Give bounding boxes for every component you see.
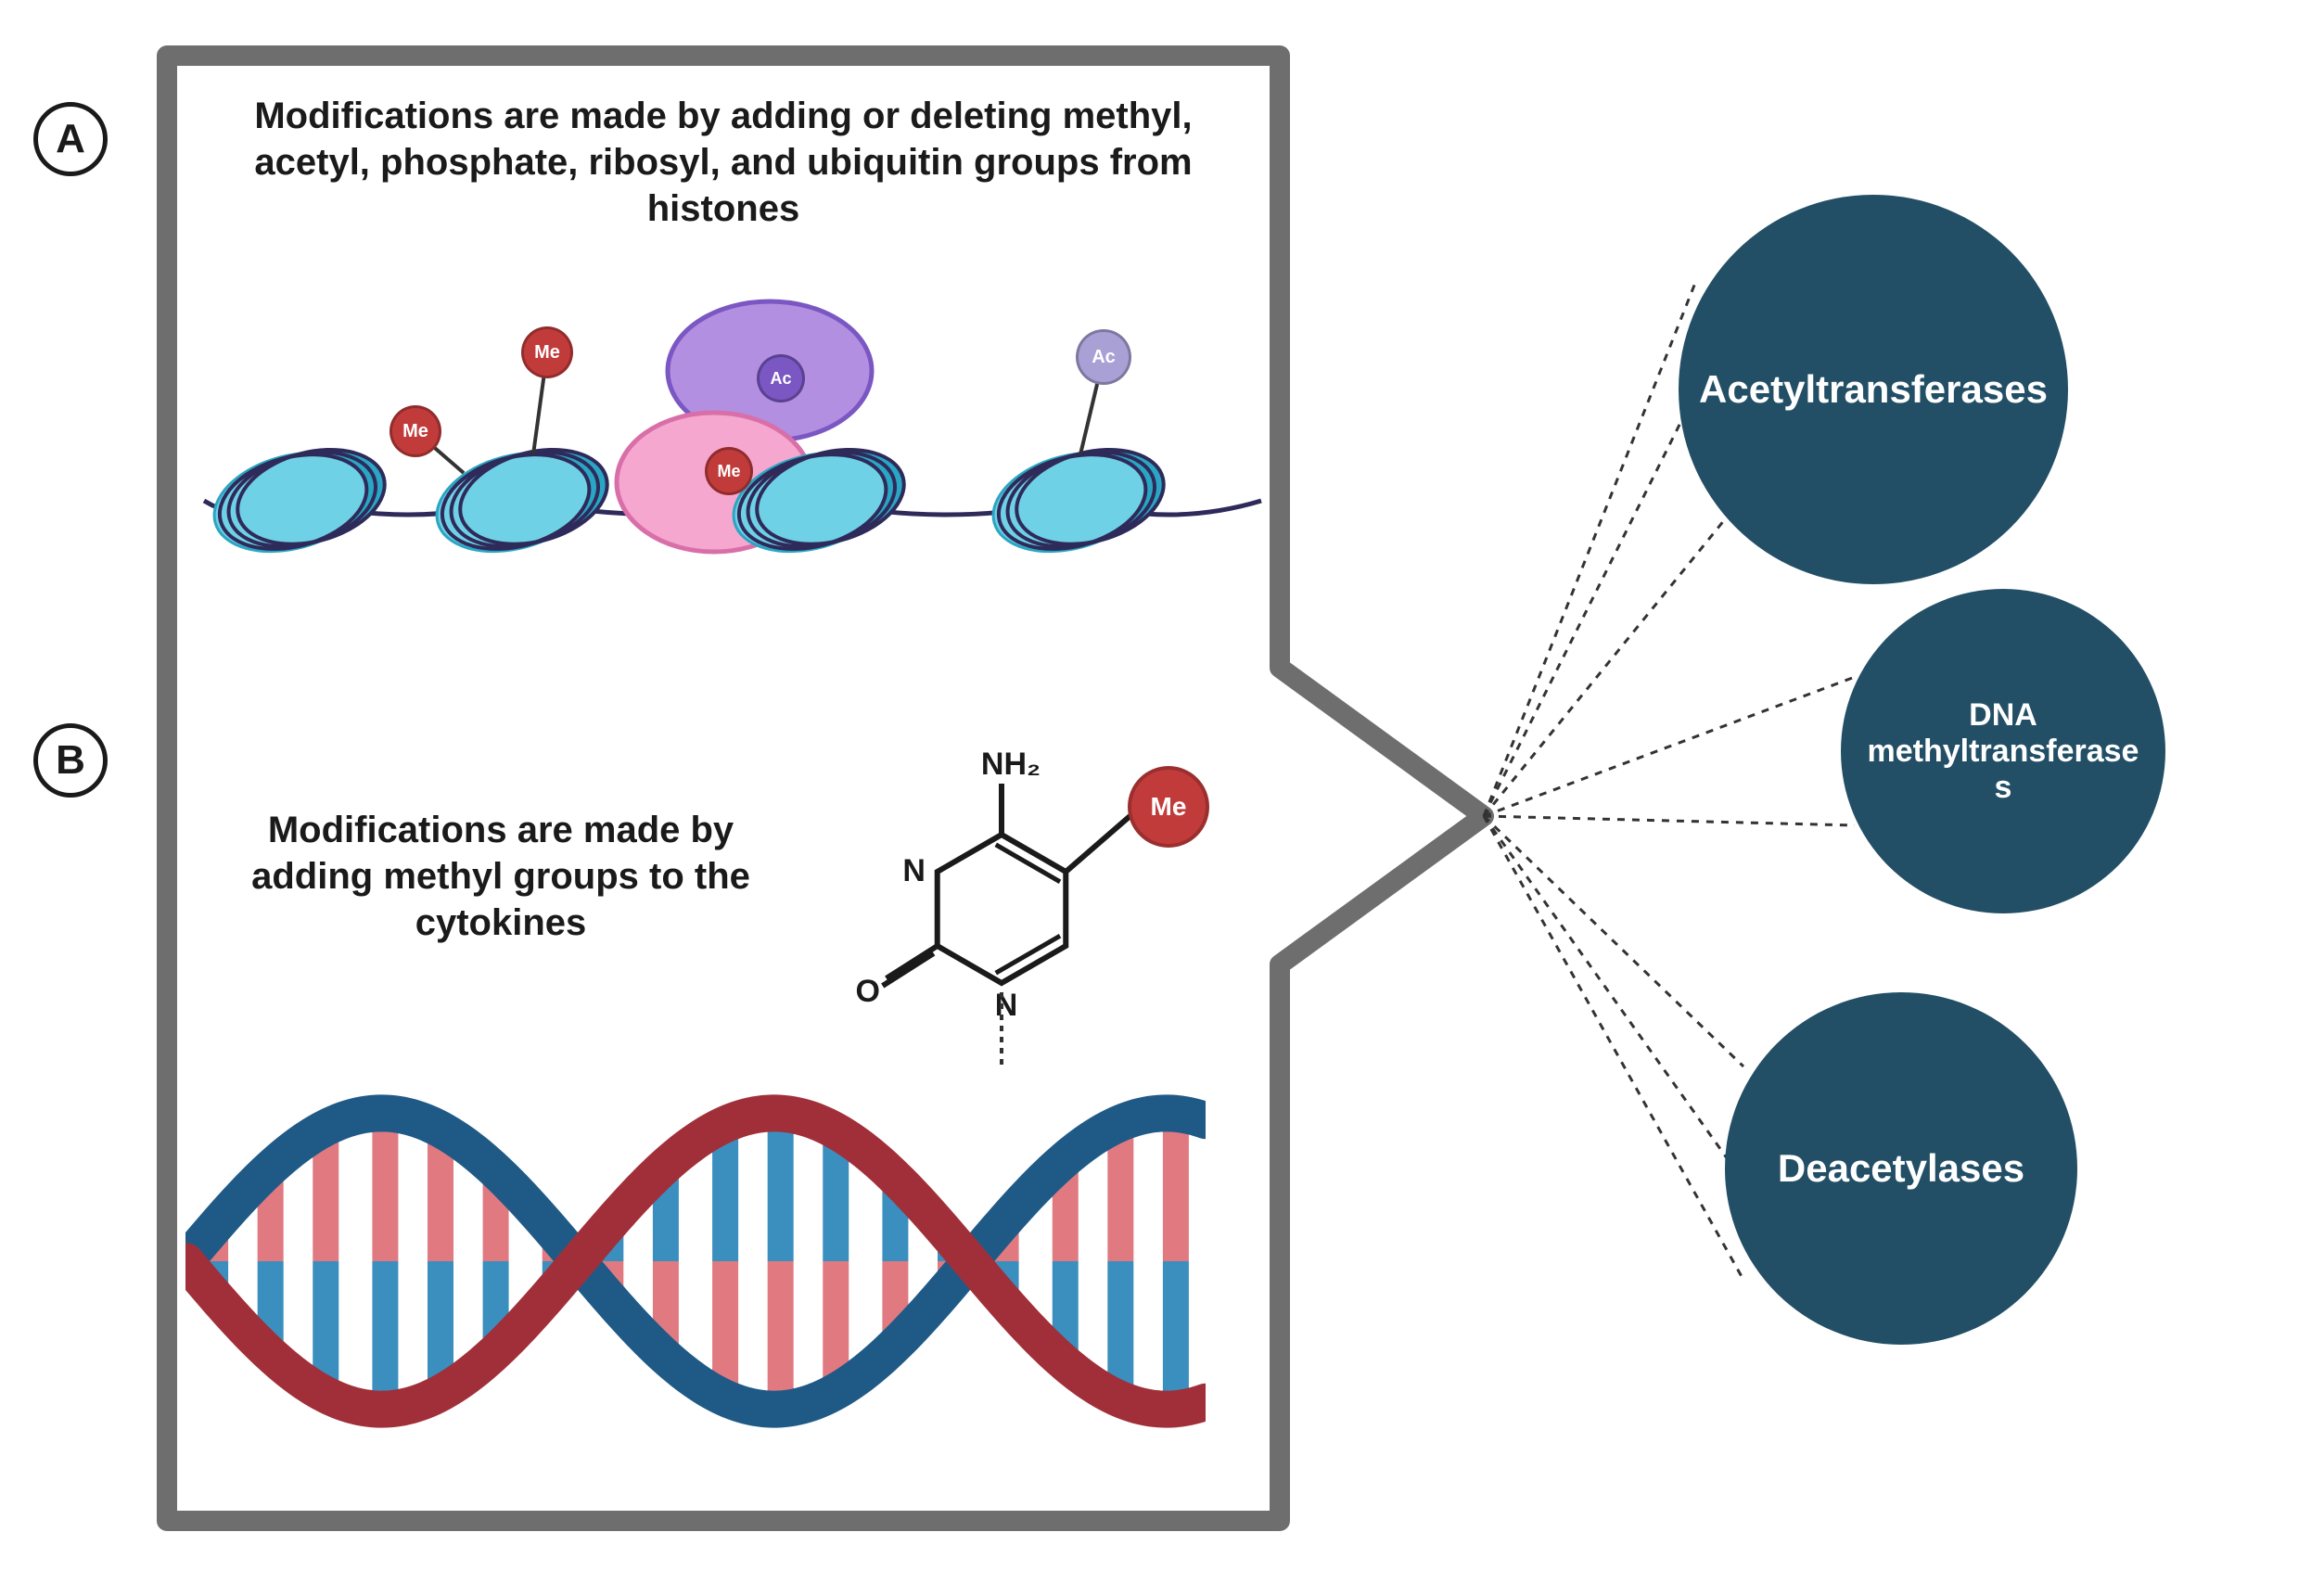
modification-tag: Me: [521, 326, 573, 378]
modification-tag: Me: [389, 405, 441, 457]
enzyme-circle: DNA methyltransferases: [1841, 589, 2165, 913]
modification-tag: Me: [705, 447, 753, 495]
panel-label-b: B: [33, 723, 108, 798]
enzyme-label: DNA methyltransferases: [1859, 697, 2147, 806]
svg-text:NH₂: NH₂: [981, 747, 1041, 782]
enzyme-label: Deacetylases: [1778, 1146, 2024, 1191]
histone-string-graphic: [148, 250, 1447, 621]
heading-panel-a: Modifications are made by adding or dele…: [223, 93, 1224, 232]
enzyme-circle: Deacetylases: [1725, 992, 2077, 1345]
dna-helix-graphic: [185, 1066, 1206, 1456]
panel-label-a-text: A: [56, 116, 85, 162]
svg-text:N: N: [902, 853, 926, 888]
svg-text:N: N: [995, 988, 1018, 1023]
enzyme-label: Acetyltransferases: [1699, 367, 2048, 412]
svg-text:O: O: [855, 974, 879, 1009]
modification-tag: Ac: [757, 354, 805, 402]
panel-label-b-text: B: [56, 737, 85, 784]
panel-label-a: A: [33, 102, 108, 176]
heading-panel-b: Modifications are made by adding methyl …: [223, 807, 779, 946]
enzyme-circle: Acetyltransferases: [1679, 195, 2068, 584]
molecule-me-tag: Me: [1128, 766, 1209, 848]
modification-tag: Ac: [1076, 329, 1131, 385]
